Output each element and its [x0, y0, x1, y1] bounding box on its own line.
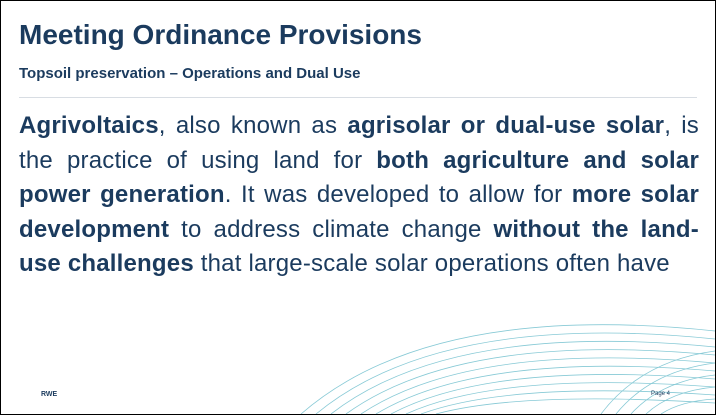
slide-subtitle: Topsoil preservation – Operations and Du… — [19, 65, 360, 82]
text-run: to address climate change — [169, 216, 493, 243]
bold-run: agrisolar or dual-use solar — [347, 112, 664, 139]
body-paragraph: Agrivoltaics, also known as agrisolar or… — [19, 109, 699, 282]
page: Meeting Ordinance Provisions Topsoil pre… — [0, 0, 716, 415]
separator — [19, 97, 697, 98]
text-run: that large-scale solar operations often … — [194, 250, 670, 277]
slide-title: Meeting Ordinance Provisions — [19, 19, 422, 51]
bold-run: Agrivoltaics — [19, 112, 159, 139]
text-run: . It was developed to allow for — [225, 181, 572, 208]
slide: Meeting Ordinance Provisions Topsoil pre… — [0, 0, 716, 415]
footer-brand: RWE — [41, 391, 57, 398]
text-run: , also known as — [159, 112, 348, 139]
footer-page: Page 4 — [651, 391, 670, 397]
